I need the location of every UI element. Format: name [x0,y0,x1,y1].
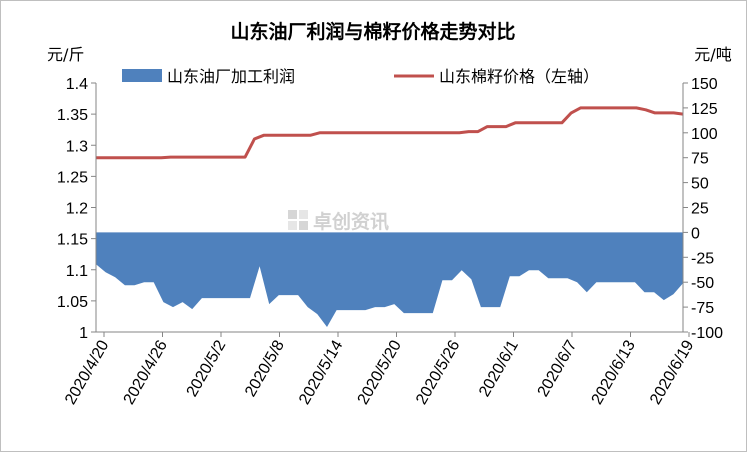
profit-area-layer [96,232,683,327]
left-tick-label: 1.05 [57,294,88,311]
x-tick-label: 2020/4/20 [62,337,112,407]
left-tick-label: 1.15 [57,232,88,249]
right-tick-label: 150 [691,76,718,93]
x-tick-label: 2020/6/1 [476,337,522,400]
legend-label-price: 山东棉籽价格（左轴） [439,67,599,86]
left-axis-unit: 元/斤 [47,45,84,64]
left-axis-ticks: 1.4 1.35 1.3 1.25 1.2 1.15 1.1 1.05 1 [57,76,96,342]
left-tick-label: 1.2 [66,201,88,218]
right-tick-label: 100 [691,126,718,143]
price-line [96,106,684,160]
profit-area [96,232,683,327]
watermark-logo-icon-part [288,221,297,230]
right-tick-label: 50 [691,176,709,193]
right-tick-label: 25 [691,201,709,218]
x-axis-ticks: 2020/4/20 2020/4/26 2020/5/2 2020/5/8 2020/5… [62,332,698,408]
right-axis-unit: 元/吨 [694,45,731,64]
right-tick-label: -100 [691,325,723,342]
right-axis-ticks: 150 125 100 75 50 25 0 -25 -50 -75 -100 [683,76,723,342]
left-tick-label: 1.4 [66,76,88,93]
legend-swatch-profit [122,69,162,82]
x-tick-label: 2020/5/26 [413,337,463,407]
watermark-logo-icon [288,210,297,219]
x-tick-label: 2020/6/13 [589,337,639,407]
x-tick-label: 2020/4/26 [121,337,171,407]
x-tick-label: 2020/5/8 [242,337,288,400]
left-tick-label: 1 [79,325,88,342]
legend: 山东油厂加工利润 山东棉籽价格（左轴） [122,67,599,86]
legend-label-profit: 山东油厂加工利润 [167,67,295,86]
right-tick-label: -25 [691,250,714,267]
price-line-layer [96,106,684,160]
left-tick-label: 1.25 [57,169,88,186]
right-tick-label: 0 [691,225,700,242]
x-tick-label: 2020/5/14 [296,337,346,407]
right-tick-label: 125 [691,101,718,118]
x-tick-label: 2020/5/2 [184,337,230,400]
x-tick-label: 2020/5/20 [355,337,405,407]
x-tick-label: 2020/6/19 [647,337,697,407]
left-tick-label: 1.35 [57,107,88,124]
watermark-logo-icon-part [299,221,308,230]
x-tick-label: 2020/6/7 [535,337,581,400]
watermark-logo-icon-part [299,210,308,219]
right-tick-label: -50 [691,275,714,292]
watermark-text: 卓创资讯 [313,210,389,233]
left-tick-label: 1.1 [66,263,88,280]
left-tick-label: 1.3 [66,138,88,155]
chart-title: 山东油厂利润与棉籽价格走势对比 [230,20,515,43]
right-tick-label: -75 [691,300,714,317]
right-tick-label: 75 [691,151,709,168]
watermark: 卓创资讯 [288,210,389,233]
